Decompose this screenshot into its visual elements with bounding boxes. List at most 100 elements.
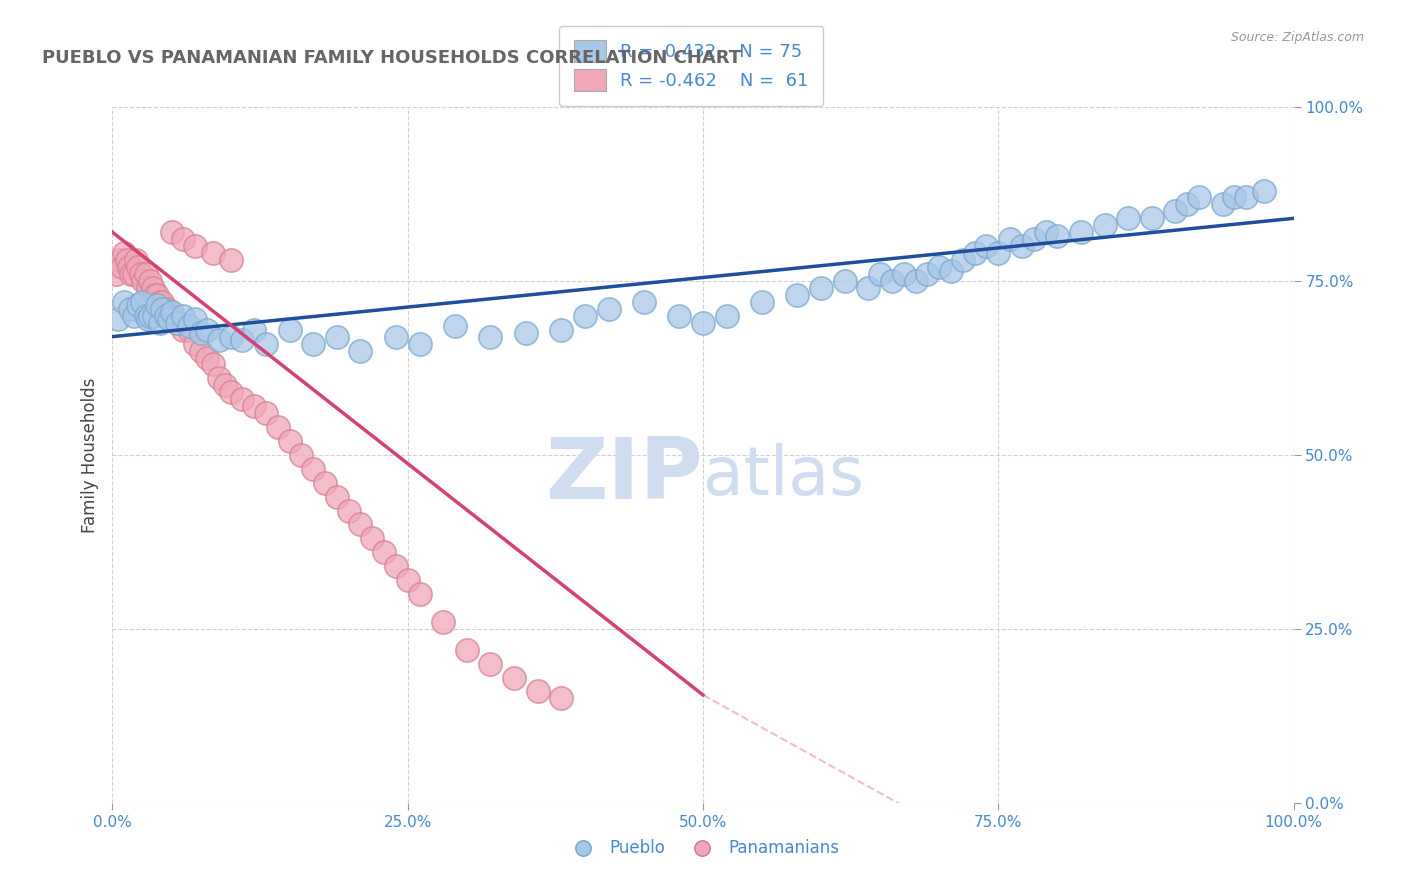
Point [153, 301, 176, 316]
Point [132, 274, 155, 288]
Point [139, 274, 162, 288]
Point [157, 309, 180, 323]
Point [1212, 197, 1234, 211]
Point [156, 301, 179, 316]
Point [201, 246, 224, 260]
Point [172, 323, 194, 337]
Point [479, 329, 502, 343]
Point [1116, 211, 1139, 226]
Point [598, 301, 620, 316]
Point [254, 336, 277, 351]
Point [107, 312, 129, 326]
Point [219, 329, 242, 343]
Point [550, 323, 572, 337]
Point [155, 309, 177, 323]
Point [179, 323, 201, 337]
Point [1094, 219, 1116, 233]
Point [127, 298, 149, 312]
Point [880, 274, 903, 288]
Point [928, 260, 950, 274]
Point [526, 684, 548, 698]
Point [172, 232, 194, 246]
Point [998, 232, 1021, 246]
Point [810, 281, 832, 295]
Point [976, 239, 998, 253]
Point [349, 517, 371, 532]
Point [201, 358, 224, 372]
Point [479, 657, 502, 671]
Point [208, 333, 231, 347]
Point [668, 309, 690, 323]
Point [149, 294, 172, 309]
Point [1175, 197, 1198, 211]
Point [1035, 225, 1057, 239]
Point [118, 260, 141, 274]
Point [515, 326, 537, 340]
Point [278, 434, 301, 448]
Point [314, 475, 336, 490]
Point [122, 309, 145, 323]
Point [150, 301, 173, 316]
Point [160, 305, 183, 319]
Point [160, 309, 183, 323]
Point [190, 326, 212, 340]
Point [125, 253, 148, 268]
Point [208, 371, 231, 385]
Text: atlas: atlas [703, 442, 863, 508]
Point [184, 239, 207, 253]
Point [112, 294, 135, 309]
Point [432, 615, 454, 629]
Point [326, 490, 349, 504]
Text: PUEBLO VS PANAMANIAN FAMILY HOUSEHOLDS CORRELATION CHART: PUEBLO VS PANAMANIAN FAMILY HOUSEHOLDS C… [42, 49, 741, 67]
Point [254, 406, 277, 420]
Point [143, 288, 166, 302]
Point [219, 253, 242, 268]
Point [952, 253, 974, 268]
Point [444, 319, 467, 334]
Point [195, 351, 218, 365]
Point [142, 281, 165, 295]
Point [231, 392, 253, 407]
Point [893, 267, 915, 281]
Point [166, 316, 188, 330]
Point [136, 312, 159, 326]
Point [243, 323, 266, 337]
Legend: Pueblo, Panamanians: Pueblo, Panamanians [560, 833, 846, 864]
Point [179, 319, 201, 334]
Point [963, 246, 986, 260]
Point [633, 294, 655, 309]
Point [127, 260, 149, 274]
Point [278, 323, 301, 337]
Point [302, 462, 325, 476]
Point [150, 294, 173, 309]
Point [115, 253, 138, 268]
Point [122, 267, 145, 281]
Point [139, 309, 162, 323]
Point [858, 281, 880, 295]
Point [214, 378, 236, 392]
Point [1140, 211, 1163, 226]
Point [184, 312, 207, 326]
Point [131, 294, 153, 309]
Point [267, 420, 290, 434]
Point [166, 316, 188, 330]
Point [1046, 228, 1069, 243]
Point [108, 253, 131, 268]
Point [385, 559, 408, 574]
Point [917, 267, 939, 281]
Point [834, 274, 856, 288]
Point [408, 336, 430, 351]
Point [1164, 204, 1187, 219]
Point [1070, 225, 1092, 239]
Point [157, 312, 180, 326]
Point [172, 309, 194, 323]
Point [195, 323, 218, 337]
Point [219, 385, 242, 400]
Point [129, 267, 152, 281]
Point [385, 329, 408, 343]
Point [337, 503, 360, 517]
Point [135, 309, 157, 323]
Point [111, 260, 134, 274]
Point [869, 267, 891, 281]
Point [135, 267, 157, 281]
